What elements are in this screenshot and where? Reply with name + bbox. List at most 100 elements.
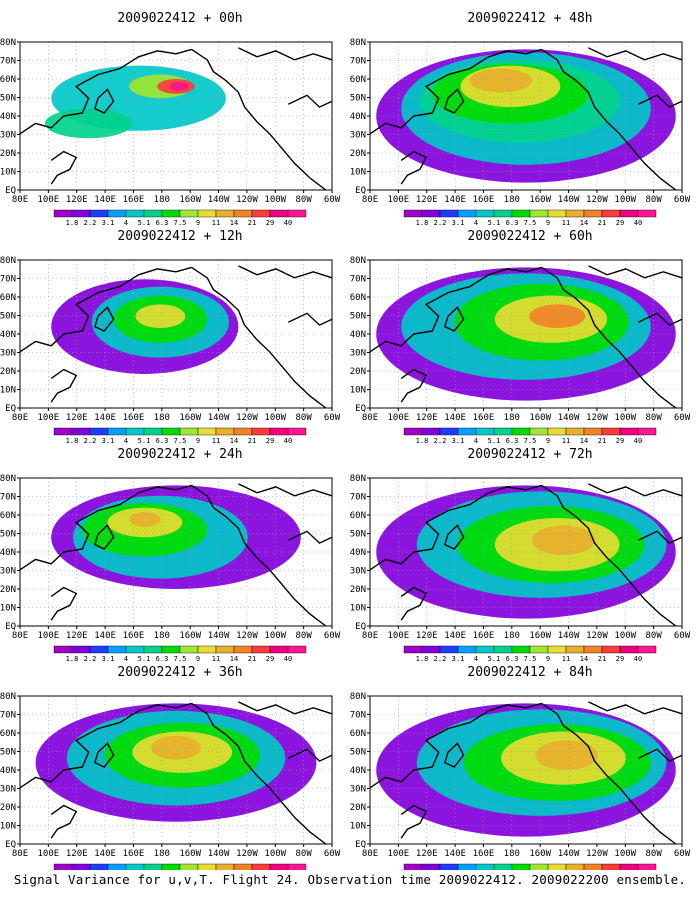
x-tick-label: 180 [154,413,170,423]
y-tick-label: 50N [0,312,16,322]
colorbar-swatch [287,209,307,218]
coastline [637,530,683,544]
coastline [637,312,683,326]
y-tick-label: 40N [0,548,16,558]
x-tick-label: 140E [94,631,116,641]
x-tick-label: 80E [12,849,28,859]
y-tick-label: 10N [0,604,16,614]
x-tick-label: 60W [674,413,691,423]
y-tick-label: 50N [0,94,16,104]
x-tick-label: 100E [388,195,410,205]
y-tick-label: 20N [0,367,16,377]
colorbar-label: 6.3 [156,219,169,227]
colorbar-label: 29 [616,655,624,663]
x-tick-label: 60W [674,631,691,641]
y-tick-label: 30N [350,567,366,577]
colorbar-label: 9 [196,437,200,445]
x-tick-label: 140W [208,631,230,641]
y-tick-label: 80N [0,256,16,266]
colorbar-label: 29 [266,655,274,663]
colorbar-swatch [251,645,271,654]
colorbar-label: 7.5 [524,437,537,445]
x-tick-label: 160E [123,413,145,423]
x-tick-label: 140W [558,413,580,423]
x-tick-label: 80E [362,195,378,205]
coastline [541,48,677,191]
colorbar-swatch [179,645,199,654]
y-tick-label: 70N [0,493,16,503]
colorbar-label: 29 [616,219,624,227]
colorbar-swatch [421,209,441,218]
y-tick-label: 70N [350,493,366,503]
figure-caption: Signal Variance for u,v,T. Flight 24. Ob… [13,872,687,887]
y-tick-label: 70N [0,275,16,285]
colorbar-label: 5.1 [138,655,151,663]
colorbar-swatch [511,863,531,870]
colorbar-swatch [89,209,109,218]
coastline [50,804,78,839]
colorbar-swatch [475,863,495,870]
y-tick-label: 70N [0,57,16,67]
coastline [637,748,683,762]
coastline [238,701,333,715]
colorbar-swatch [107,645,127,654]
colorbar-label: 5.1 [488,655,501,663]
colorbar-swatch [565,209,585,218]
y-tick-label: 40N [0,112,16,122]
y-tick-label: 20N [350,803,366,813]
colorbar-label: 6.3 [506,437,519,445]
colorbar-swatch [179,427,199,436]
y-tick-label: 60N [0,729,16,739]
colorbar-label: 21 [248,437,256,445]
x-tick-label: 160W [179,631,201,641]
colorbar-label: 11 [212,219,220,227]
x-tick-label: 100W [614,631,636,641]
x-tick-label: 80E [362,849,378,859]
colorbar-label: 1.8 [66,655,79,663]
x-tick-label: 120W [236,195,258,205]
x-tick-label: 120W [236,413,258,423]
colorbar-swatch [197,863,217,870]
x-tick-label: 80W [296,631,313,641]
colorbar-swatch [233,645,253,654]
x-tick-label: 120E [416,413,438,423]
colorbar-swatch [637,645,657,654]
coastline [94,88,115,114]
x-tick-label: 100E [388,413,410,423]
y-tick-label: 40N [0,766,16,776]
x-tick-label: 180 [504,849,520,859]
colorbar-label: 5.1 [138,437,151,445]
variance-field [376,49,676,183]
variance-contour [44,108,133,139]
colorbar-label: 40 [284,219,292,227]
colorbar-swatch [179,863,199,870]
x-tick-label: 160E [473,195,495,205]
colorbar-label: 2.2 [434,655,447,663]
y-tick-label: EQ [355,840,366,850]
x-tick-label: 80W [646,849,663,859]
colorbar-label: 1.8 [66,437,79,445]
x-tick-label: 120E [66,849,88,859]
x-tick-label: 80W [646,631,663,641]
x-tick-label: 180 [154,195,170,205]
x-tick-label: 160E [123,849,145,859]
x-tick-label: 100E [38,413,60,423]
colorbar-swatch [161,427,181,436]
colorbar-label: 9 [196,655,200,663]
panel-title: 2009022412 + 24h [117,447,242,462]
colorbar-label: 29 [266,437,274,445]
panel-title: 2009022412 + 12h [117,229,242,244]
x-tick-label: 80E [12,195,28,205]
colorbar-swatch [547,209,567,218]
colorbar-label: 3.1 [452,437,465,445]
colorbar-swatch [511,645,531,654]
x-tick-label: 100W [614,413,636,423]
colorbar-swatch [547,863,567,870]
colorbar-label: 11 [562,655,570,663]
colorbar-swatch [71,645,91,654]
y-tick-label: 20N [350,585,366,595]
x-tick-label: 80W [646,195,663,205]
x-tick-label: 160W [529,413,551,423]
y-tick-label: 10N [0,386,16,396]
x-tick-label: 60W [674,195,691,205]
